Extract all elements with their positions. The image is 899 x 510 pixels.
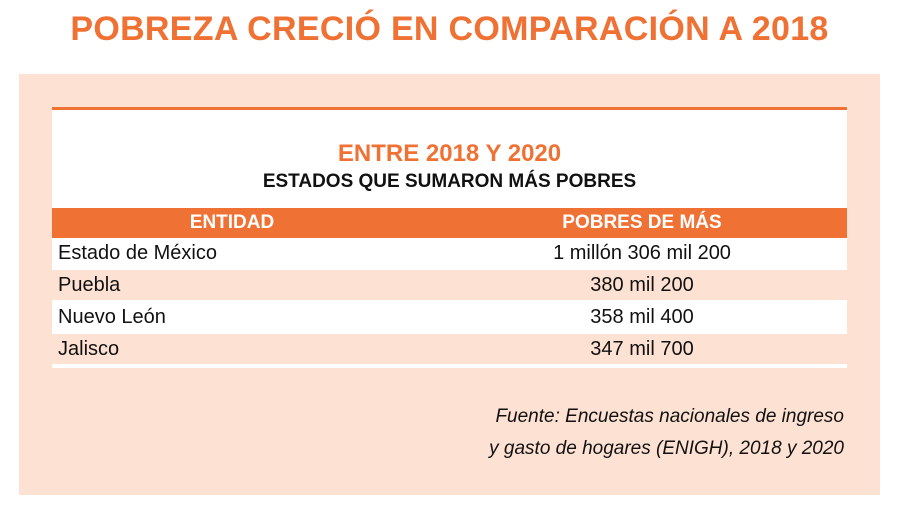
- poor-count-cell: 380 mil 200: [590, 274, 694, 296]
- column-header-entidad: ENTIDAD: [189, 212, 275, 233]
- table-card: ENTRE 2018 Y 2020 ESTADOS QUE SUMARON MÁ…: [52, 107, 847, 368]
- page-title: POBREZA CRECIÓ EN COMPARACIÓN A 2018: [70, 10, 829, 48]
- table-row: Estado de México 1 millón 306 mil 200: [52, 238, 847, 268]
- state-name-cell: Estado de México: [58, 242, 217, 264]
- source-line-1: Fuente: Encuestas nacionales de ingreso: [495, 406, 844, 427]
- info-panel: ENTRE 2018 Y 2020 ESTADOS QUE SUMARON MÁ…: [19, 74, 880, 495]
- card-title: ENTRE 2018 Y 2020: [337, 140, 562, 167]
- column-header-pobres: POBRES DE MÁS: [562, 212, 722, 233]
- card-subtitle: ESTADOS QUE SUMARON MÁS POBRES: [262, 171, 637, 192]
- source-line-2: y gasto de hogares (ENIGH), 2018 y 2020: [489, 438, 844, 459]
- state-name-cell: Jalisco: [58, 338, 120, 360]
- poor-count-cell: 1 millón 306 mil 200: [553, 242, 731, 264]
- poor-count-cell: 347 mil 700: [590, 338, 694, 360]
- state-name-cell: Nuevo León: [58, 306, 166, 328]
- poor-count-cell: 358 mil 400: [590, 306, 694, 328]
- table-row: Nuevo León 358 mil 400: [52, 302, 847, 332]
- state-name-cell: Puebla: [58, 274, 121, 296]
- table-row: Puebla 380 mil 200: [52, 270, 847, 300]
- table-header: ENTIDAD POBRES DE MÁS: [52, 208, 847, 238]
- table-row: Jalisco 347 mil 700: [52, 334, 847, 364]
- source-note: Fuente: Encuestas nacionales de ingreso …: [489, 401, 844, 465]
